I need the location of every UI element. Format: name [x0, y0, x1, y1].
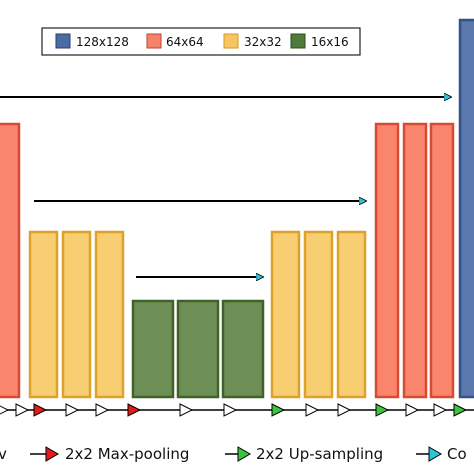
- dec-block-32-b: [303, 230, 334, 399]
- dec-block-32-c: [336, 230, 367, 399]
- legend-swatch-32: [223, 33, 239, 49]
- white-triangle-arrow-icon: [65, 403, 80, 417]
- enc-block-32-a: [28, 230, 59, 399]
- legend-upsample-label: 2x2 Up-sampling: [256, 445, 383, 463]
- white-triangle-arrow-icon: [15, 403, 30, 417]
- legend-swatch-128: [55, 33, 71, 49]
- white-triangle-arrow-icon: [179, 403, 194, 417]
- dec-block-128: [458, 18, 474, 399]
- legend-maxpool-label: 2x2 Max-pooling: [65, 445, 189, 463]
- legend-label-32: 32x32: [244, 35, 282, 49]
- legend-swatch-64: [146, 33, 162, 49]
- red-triangle-arrow-icon: [33, 403, 48, 417]
- red-triangle-arrow-icon: [45, 446, 59, 462]
- legend-conv-fragment: v: [0, 445, 7, 463]
- bottleneck-block-16-a: [131, 299, 175, 399]
- white-triangle-arrow-icon: [405, 403, 420, 417]
- white-triangle-arrow-icon: [0, 405, 10, 415]
- operation-row: [0, 403, 474, 417]
- legend-concat-fragment: Co: [447, 445, 467, 463]
- white-triangle-arrow-icon: [305, 403, 320, 417]
- enc-block-64-a: [0, 122, 21, 399]
- dec-block-32-a: [270, 230, 301, 399]
- legend-label-128: 128x128: [76, 35, 129, 49]
- green-triangle-arrow-icon: [271, 403, 286, 417]
- resolution-legend: 128x128 64x64 32x32 16x16: [41, 27, 361, 56]
- dec-block-64-b: [402, 122, 428, 399]
- enc-block-32-b: [61, 230, 92, 399]
- bottleneck-block-16-c: [221, 299, 265, 399]
- cyan-triangle-arrow-icon: [428, 446, 442, 462]
- legend-swatch-16: [290, 33, 306, 49]
- legend-label-16: 16x16: [311, 35, 349, 49]
- bottleneck-block-16-b: [176, 299, 220, 399]
- white-triangle-arrow-icon: [95, 403, 110, 417]
- green-triangle-arrow-icon: [375, 403, 390, 417]
- legend-label-64: 64x64: [166, 35, 204, 49]
- enc-block-32-c: [94, 230, 125, 399]
- white-triangle-arrow-icon: [223, 403, 238, 417]
- red-triangle-arrow-icon: [127, 403, 142, 417]
- dec-block-64-a: [374, 122, 400, 399]
- white-triangle-arrow-icon: [337, 403, 352, 417]
- dec-block-64-c: [429, 122, 455, 399]
- green-triangle-arrow-icon: [237, 446, 251, 462]
- operation-legend: v 2x2 Max-pooling 2x2 Up-sampling Co: [0, 445, 467, 463]
- white-triangle-arrow-icon: [433, 403, 448, 417]
- green-triangle-arrow-icon: [453, 403, 468, 417]
